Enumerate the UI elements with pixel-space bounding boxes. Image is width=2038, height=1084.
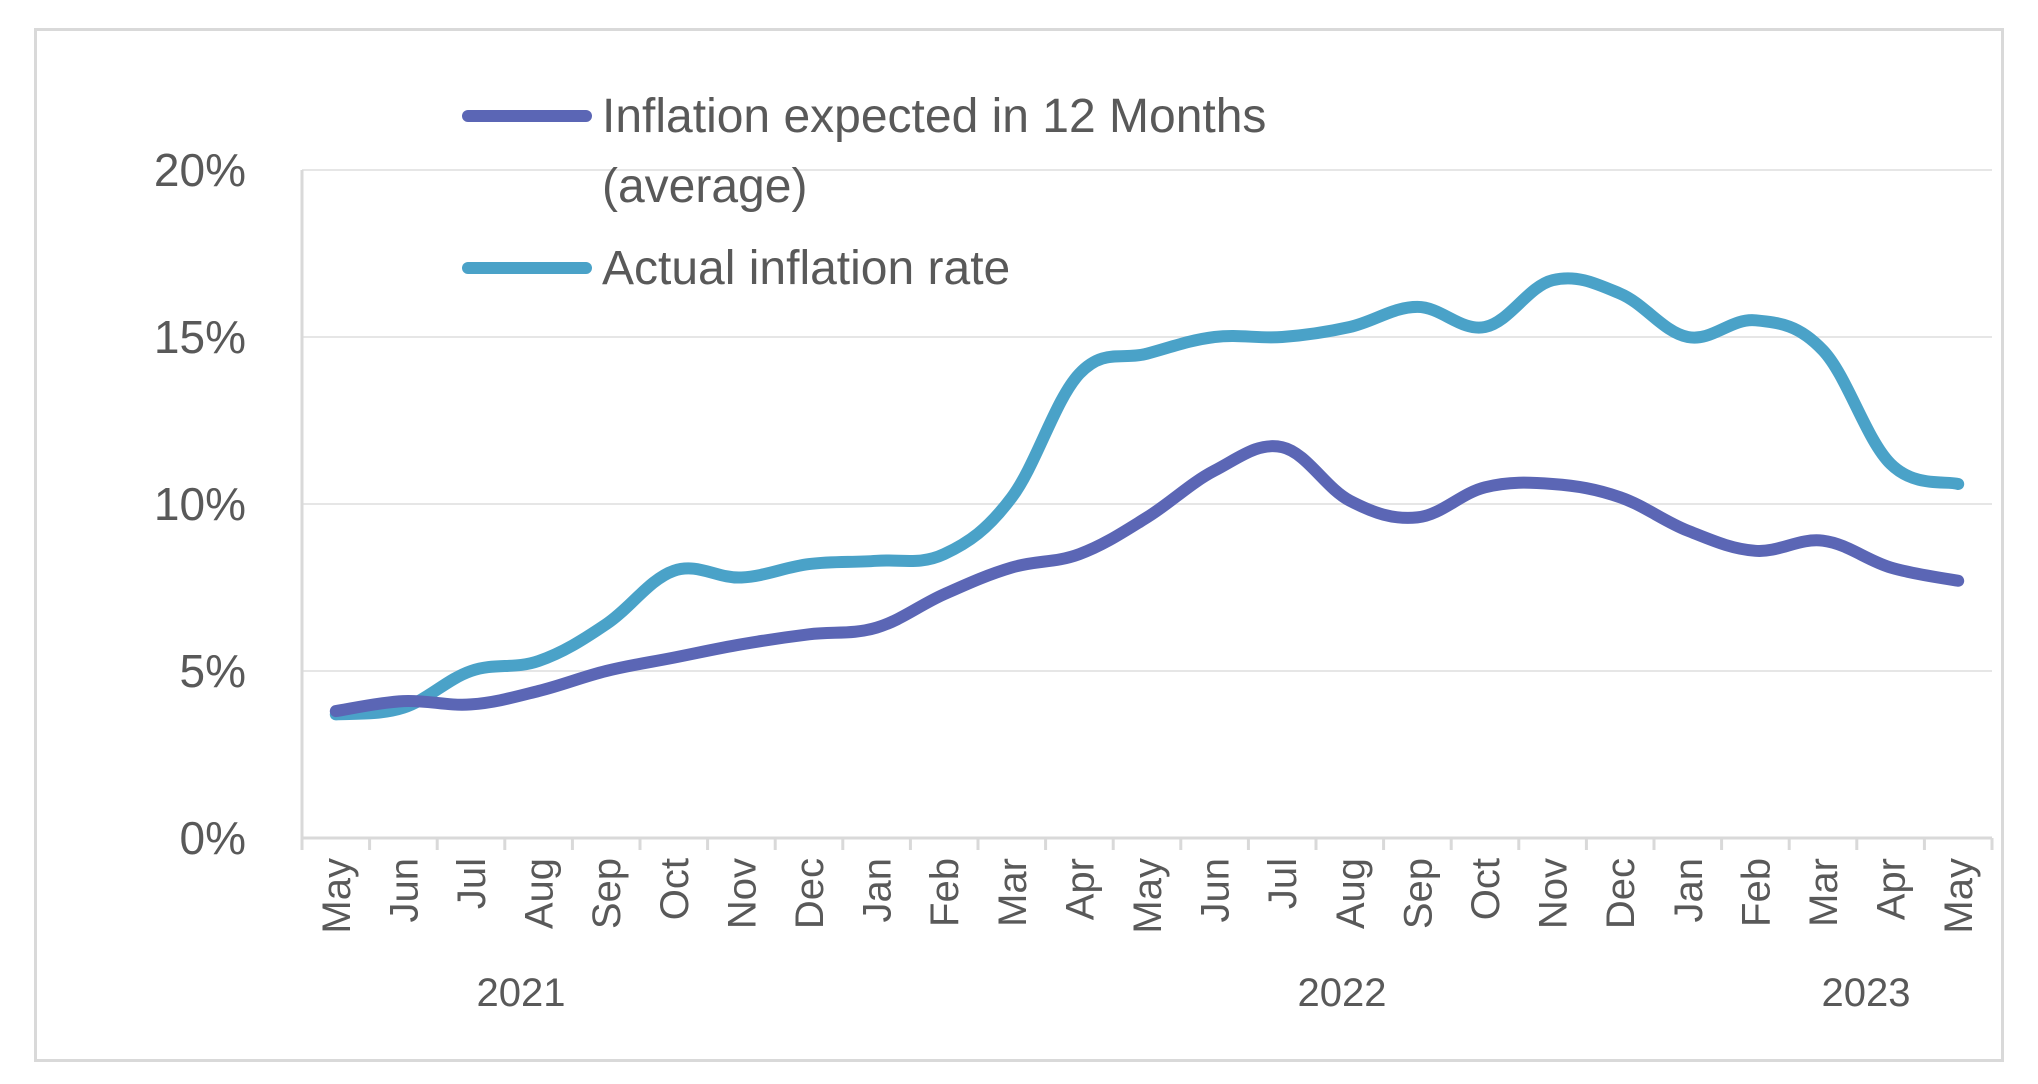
x-tick-label: Jun [382,858,426,923]
series-lines [329,272,1965,721]
x-tick-label: Nov [1532,858,1576,929]
x-tick-label: Mar [991,858,1035,927]
x-tick-label: Jun [1194,858,1238,923]
x-tick-label: Dec [788,858,832,929]
x-tick-label: Apr [1058,858,1102,920]
series-line-expected-inflation [329,440,1965,718]
x-tick-label: Feb [1734,858,1778,927]
gridlines [300,169,1994,850]
x-tick-label: Oct [653,858,697,920]
x-tick-label: May [1937,858,1981,934]
legend-label: Inflation expected in 12 Months [602,90,1266,143]
year-label: 2021 [477,971,566,1015]
year-label: 2022 [1298,971,1387,1015]
x-tick-label: Dec [1599,858,1643,929]
y-tick-label: 10% [154,478,246,530]
legend-label: Actual inflation rate [602,242,1010,295]
x-tick-label: Sep [585,858,629,929]
y-tick-label: 0% [180,812,246,864]
x-tick-label: Apr [1870,858,1914,920]
y-tick-label: 20% [154,144,246,196]
x-tick-label: Feb [923,858,967,927]
x-axis-year-labels: 2021 2022 2023 [477,971,1911,1015]
y-tick-label: 5% [180,645,246,697]
x-tick-label: Jan [856,858,900,923]
x-tick-label: Mar [1802,858,1846,927]
y-tick-label: 15% [154,311,246,363]
x-tick-label: Aug [1329,858,1373,929]
x-tick-label: Sep [1396,858,1440,929]
chart-frame [34,28,2004,1062]
x-tick-label: Jan [1667,858,1711,923]
x-tick-label: Aug [518,858,562,929]
legend: Inflation expected in 12 Months (average)… [462,90,1266,295]
x-tick-label: Nov [720,858,764,929]
x-tick-label: Jul [1261,858,1305,909]
x-tick-label: Oct [1464,858,1508,920]
y-axis-tick-labels: 0% 5% 10% 15% 20% [154,144,246,864]
legend-label: (average) [602,160,807,213]
x-tick-label: May [1126,858,1170,934]
year-label: 2023 [1822,971,1911,1015]
x-axis-tick-labels: May Jun Jul Aug Sep Oct Nov Dec Jan Feb Mar Apr May J… [315,858,1981,934]
series-line-actual-inflation [329,272,1965,721]
x-tick-label: May [315,858,359,934]
x-tick-label: Jul [450,858,494,909]
